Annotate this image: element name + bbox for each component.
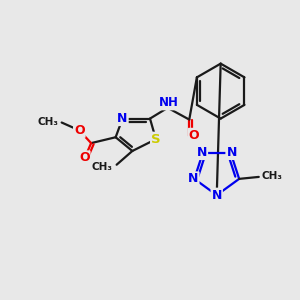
- Text: CH₃: CH₃: [92, 162, 113, 172]
- Text: NH: NH: [159, 96, 178, 110]
- Text: CH₃: CH₃: [262, 171, 283, 181]
- Text: O: O: [74, 124, 85, 137]
- Text: N: N: [212, 189, 222, 202]
- Text: CH₃: CH₃: [38, 116, 59, 127]
- Text: N: N: [197, 146, 207, 159]
- Text: N: N: [226, 146, 237, 159]
- Text: O: O: [79, 152, 90, 164]
- Text: O: O: [189, 129, 200, 142]
- Text: S: S: [151, 133, 161, 146]
- Text: N: N: [117, 112, 128, 125]
- Text: N: N: [188, 172, 199, 185]
